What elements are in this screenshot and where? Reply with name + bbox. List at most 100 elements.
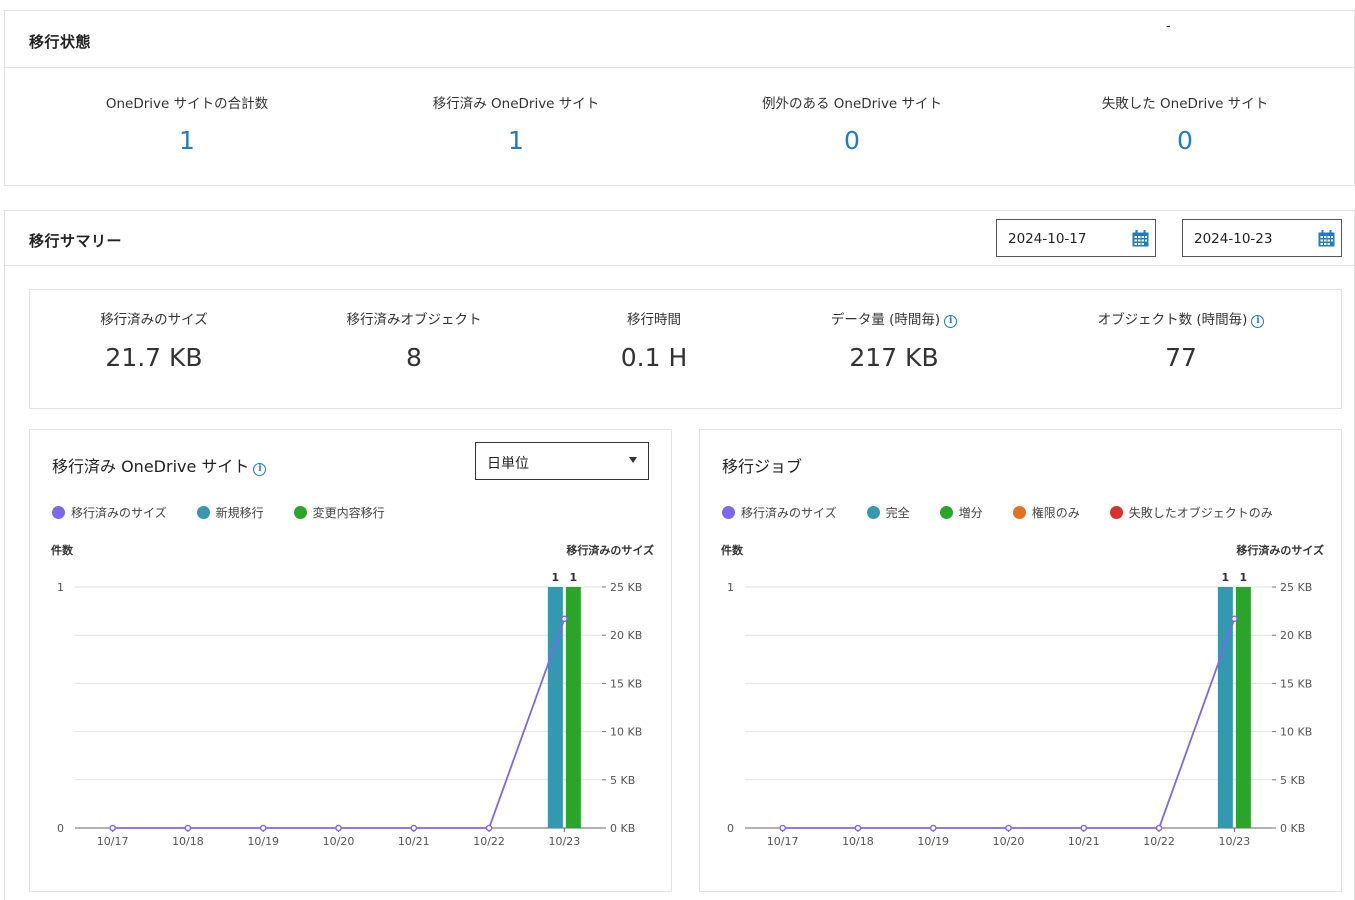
size-point (929, 824, 937, 832)
calendar-icon[interactable] (1318, 230, 1335, 247)
stat-label-text: データ量 (時間毎) (830, 312, 941, 328)
legend-item[interactable]: 新規移行 (196, 504, 264, 521)
sites-chart-title-text: 移行済み OneDrive サイト (52, 457, 250, 476)
date-range-separator: - (1166, 19, 1171, 34)
calendar-icon[interactable] (1132, 230, 1149, 247)
stat-migrated-sites: 移行済み OneDrive サイト 1 (406, 92, 626, 155)
y-axis-title: 件数 (721, 543, 744, 557)
y2-tick-label: 25 KB (610, 581, 642, 594)
legend-item[interactable]: 移行済みのサイズ (52, 504, 167, 521)
legend-dot (722, 506, 735, 519)
x-tick-label: 10/23 (549, 835, 581, 848)
y2-tick-label: 10 KB (1280, 726, 1312, 739)
stat-label: オブジェクト数 (時間毎) i (1066, 308, 1296, 328)
stat-value: 8 (406, 343, 422, 372)
granularity-select[interactable]: 日単位 (475, 442, 649, 480)
stat-value: 77 (1165, 343, 1197, 372)
stat-value: 217 KB (849, 343, 939, 372)
x-tick-label: 10/18 (842, 835, 874, 848)
date-to-value: 2024-10-23 (1194, 231, 1273, 247)
info-icon[interactable]: i (1251, 315, 1265, 328)
y2-tick-label: 0 KB (1280, 822, 1305, 835)
size-point (259, 824, 267, 832)
legend-dot (1109, 506, 1123, 519)
stat-value: 0.1 H (620, 343, 688, 372)
size-point (184, 824, 192, 832)
size-point (485, 824, 493, 832)
summary-stats-box: 移行済みのサイズ 21.7 KB 移行済みオブジェクト 8 移行時間 0.1 H… (29, 289, 1342, 409)
bar-data-label: 1 (552, 571, 560, 584)
bar (565, 587, 581, 828)
stat-label: データ量 (時間毎) i (779, 308, 1009, 328)
stat-value[interactable]: 0 (1177, 126, 1193, 155)
info-icon[interactable]: i (253, 463, 267, 476)
x-tick-label: 10/19 (917, 835, 949, 848)
x-tick-label: 10/23 (1219, 835, 1251, 848)
x-tick-label: 10/20 (993, 835, 1025, 848)
jobs-chart-legend: 移行済みのサイズ 完全 増分 権限のみ 失敗したオブジェクトのみ (722, 504, 1303, 521)
legend-dot (293, 506, 307, 519)
legend-dot (52, 506, 65, 519)
y-tick-label: 0 (727, 822, 734, 835)
stat-objects-per-hour: オブジェクト数 (時間毎) i 77 (1066, 308, 1296, 372)
sites-chart-title: 移行済み OneDrive サイト i (52, 453, 267, 477)
bar-data-label: 1 (570, 571, 578, 584)
migration-status-title: 移行状態 (29, 33, 92, 51)
stat-value[interactable]: 1 (508, 126, 524, 155)
x-tick-label: 10/21 (1068, 835, 1100, 848)
legend-label: 完全 (885, 506, 910, 520)
legend-item[interactable]: 移行済みのサイズ (722, 504, 837, 521)
bar (547, 587, 563, 828)
y2-tick-label: 20 KB (1280, 629, 1312, 642)
x-tick-label: 10/22 (473, 835, 505, 848)
x-tick-label: 10/17 (97, 835, 129, 848)
y2-axis-title: 移行済みのサイズ (566, 543, 654, 557)
migration-status-header: 移行状態 (5, 11, 1354, 68)
stat-value[interactable]: 0 (844, 126, 860, 155)
legend-label: 移行済みのサイズ (71, 506, 167, 520)
stat-migrated-objects: 移行済みオブジェクト 8 (314, 308, 514, 372)
info-icon[interactable]: i (944, 315, 958, 328)
stat-value[interactable]: 1 (179, 126, 195, 155)
size-point (561, 615, 568, 623)
legend-item[interactable]: 変更内容移行 (293, 504, 385, 521)
legend-label: 失敗したオブジェクトのみ (1128, 506, 1273, 520)
legend-item[interactable]: 完全 (866, 504, 910, 521)
granularity-select-value: 日単位 (487, 456, 529, 472)
migration-summary-header: 移行サマリー (5, 211, 1354, 266)
stat-total-sites: OneDrive サイトの合計数 1 (87, 92, 287, 155)
legend-label: 移行済みのサイズ (741, 506, 837, 520)
y2-tick-label: 5 KB (1280, 774, 1305, 787)
stat-data-per-hour: データ量 (時間毎) i 217 KB (779, 308, 1009, 372)
stat-label: 例外のある OneDrive サイト (761, 96, 943, 112)
y2-axis-title: 移行済みのサイズ (1236, 543, 1324, 557)
bar (1217, 587, 1233, 828)
size-point (854, 824, 862, 832)
date-from-picker[interactable]: 2024-10-17 (996, 219, 1156, 257)
size-point (1080, 824, 1088, 832)
size-point (779, 824, 786, 832)
x-tick-label: 10/19 (247, 835, 279, 848)
size-point (1231, 615, 1238, 623)
sites-chart-legend: 移行済みのサイズ 新規移行 変更内容移行 (52, 504, 415, 521)
y2-tick-label: 10 KB (610, 726, 642, 739)
date-to-picker[interactable]: 2024-10-23 (1182, 219, 1342, 257)
stat-label-text: オブジェクト数 (時間毎) (1097, 312, 1248, 328)
x-tick-label: 10/20 (323, 835, 355, 848)
stat-label: OneDrive サイトの合計数 (105, 96, 269, 112)
x-tick-label: 10/17 (767, 835, 799, 848)
jobs-chart-plot: 件数 移行済みのサイズ 0 KB 5 KB 10 KB 15 KB 20 KB 25 KB 0 1… (721, 543, 1324, 848)
legend-item[interactable]: 増分 (939, 504, 983, 521)
stat-label: 移行済みオブジェクト (346, 312, 482, 328)
stat-label: 移行時間 (627, 312, 681, 328)
stat-migrated-size: 移行済みのサイズ 21.7 KB (54, 308, 254, 372)
legend-dot (196, 506, 210, 519)
chevron-down-icon (629, 457, 637, 463)
sites-chart-panel: 移行済み OneDrive サイト i 日単位 移行済みのサイズ 新規移行 変更内… (29, 429, 672, 892)
date-from-value: 2024-10-17 (1008, 231, 1087, 247)
size-point (335, 824, 342, 832)
y-tick-label: 1 (57, 581, 64, 594)
legend-item[interactable]: 失敗したオブジェクトのみ (1109, 504, 1273, 521)
legend-item[interactable]: 権限のみ (1012, 504, 1080, 521)
stat-failed-sites: 失敗した OneDrive サイト 0 (1075, 92, 1295, 155)
